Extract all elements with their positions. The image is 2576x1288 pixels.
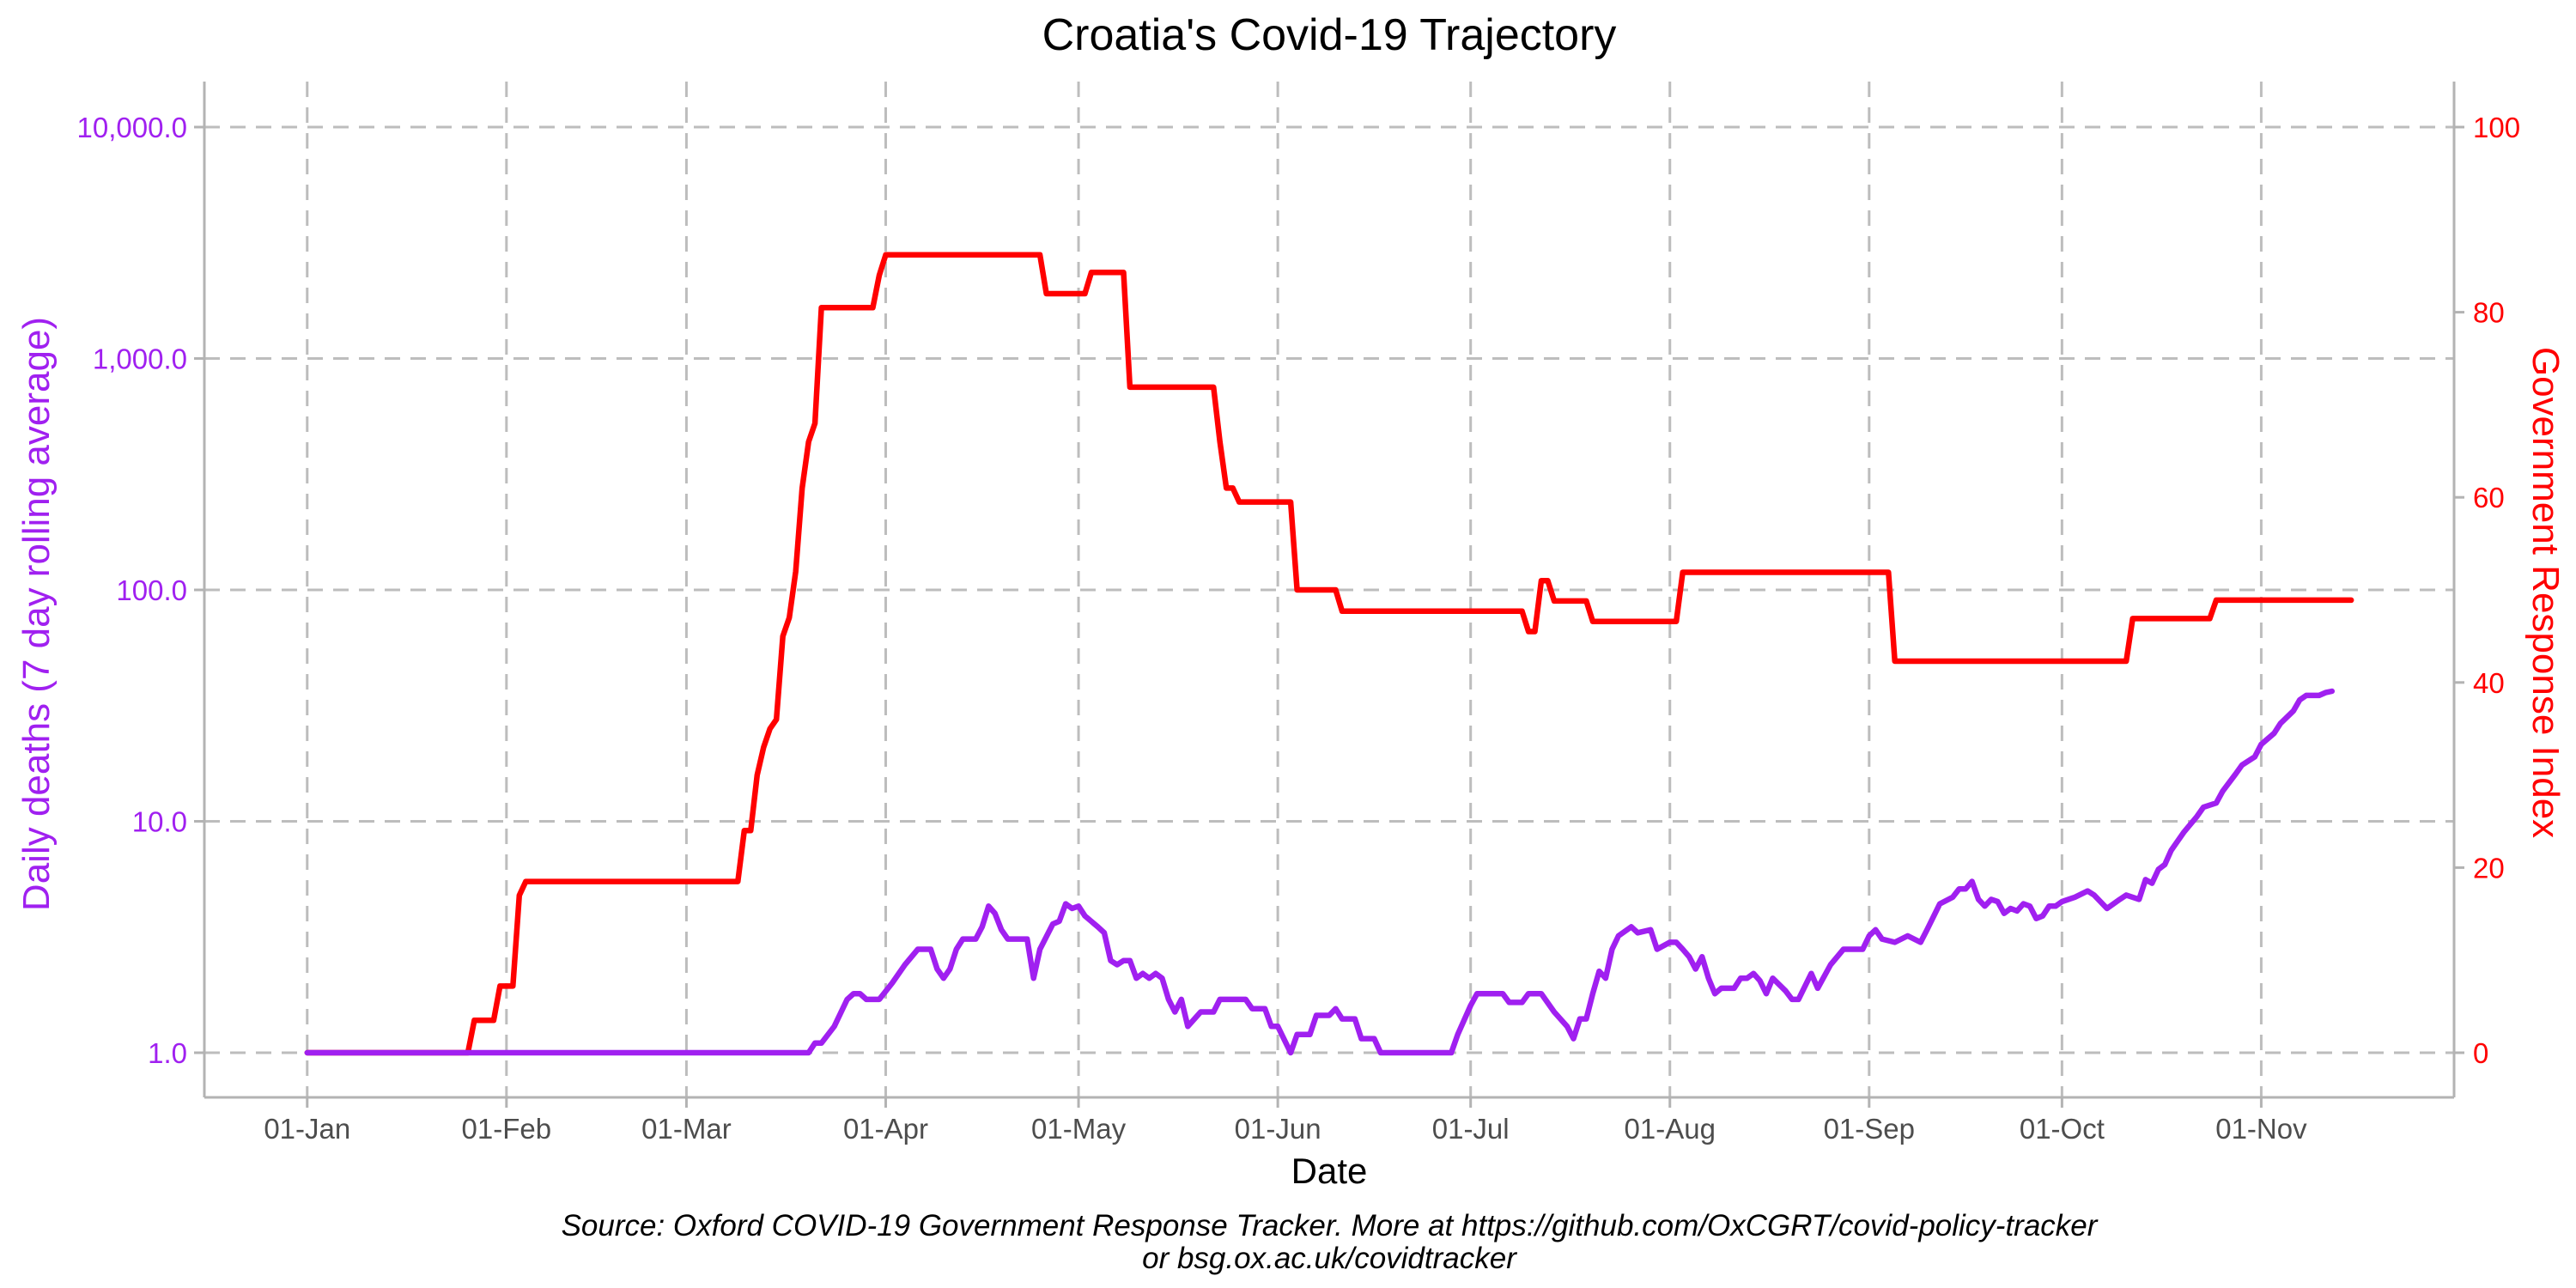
left-y-tick-label: 10.0 bbox=[132, 806, 187, 838]
right-y-axis-title: Government Response Index bbox=[2524, 347, 2567, 838]
left-y-axis-title: Daily deaths (7 day rolling average) bbox=[15, 317, 58, 911]
right-y-tick-label: 60 bbox=[2473, 482, 2505, 513]
x-tick-label: 01-Jul bbox=[1432, 1113, 1510, 1145]
x-tick-label: 01-Sep bbox=[1824, 1113, 1915, 1145]
right-y-tick-label: 20 bbox=[2473, 852, 2505, 884]
x-axis-title: Date bbox=[1291, 1151, 1368, 1191]
right-y-tick-label: 80 bbox=[2473, 297, 2505, 329]
x-tick-label: 01-Oct bbox=[2020, 1113, 2105, 1145]
left-y-tick-label: 1.0 bbox=[148, 1037, 187, 1069]
x-tick-label: 01-Jan bbox=[264, 1113, 350, 1145]
x-tick-label: 01-Feb bbox=[462, 1113, 552, 1145]
x-tick-label: 01-Mar bbox=[641, 1113, 732, 1145]
chart-title: Croatia's Covid-19 Trajectory bbox=[1042, 10, 1617, 60]
daily-deaths-line bbox=[304, 688, 2336, 1056]
government-response-index-line bbox=[304, 252, 2354, 1056]
left-y-tick-label: 100.0 bbox=[116, 574, 187, 606]
x-tick-label: 01-Apr bbox=[843, 1113, 928, 1145]
right-y-tick-label: 0 bbox=[2473, 1037, 2488, 1069]
left-y-tick-label: 1,000.0 bbox=[93, 343, 187, 375]
series-layer bbox=[304, 252, 2354, 1056]
source-caption-line-1: Source: Oxford COVID-19 Government Respo… bbox=[562, 1209, 2099, 1242]
left-y-tick-label: 10,000.0 bbox=[77, 112, 187, 143]
x-tick-label: 01-Aug bbox=[1625, 1113, 1716, 1145]
axis-frame bbox=[194, 82, 2464, 1108]
right-y-tick-label: 40 bbox=[2473, 667, 2505, 699]
x-tick-label: 01-Jun bbox=[1235, 1113, 1321, 1145]
tick-labels: 01-Jan 01-Feb 01-Mar 01-Apr 01-May 01-Jun 01-J… bbox=[77, 112, 2521, 1145]
source-caption-line-2: or bsg.ox.ac.uk/covidtracker bbox=[1142, 1242, 1517, 1275]
x-tick-label: 01-May bbox=[1031, 1113, 1127, 1145]
right-y-tick-label: 100 bbox=[2473, 112, 2520, 143]
x-tick-label: 01-Nov bbox=[2215, 1113, 2307, 1145]
